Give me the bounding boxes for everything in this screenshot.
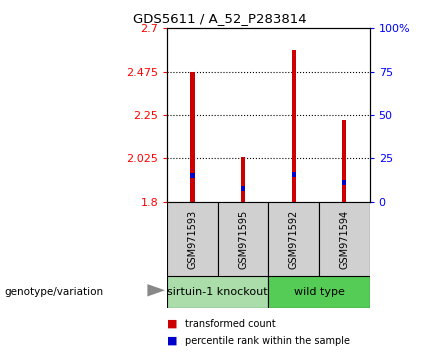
FancyBboxPatch shape: [167, 276, 268, 308]
FancyBboxPatch shape: [268, 276, 370, 308]
Text: GDS5611 / A_52_P283814: GDS5611 / A_52_P283814: [133, 12, 307, 25]
Bar: [292, 172, 296, 177]
Text: wild type: wild type: [293, 287, 345, 297]
Text: ■: ■: [167, 319, 178, 329]
Polygon shape: [147, 284, 165, 297]
Bar: [191, 72, 194, 202]
Bar: [241, 186, 245, 191]
Text: GSM971595: GSM971595: [238, 209, 248, 269]
Text: GSM971594: GSM971594: [339, 209, 349, 269]
Text: percentile rank within the sample: percentile rank within the sample: [185, 336, 350, 346]
FancyBboxPatch shape: [167, 202, 218, 276]
Bar: [342, 120, 346, 202]
FancyBboxPatch shape: [268, 202, 319, 276]
Bar: [191, 173, 194, 178]
Text: genotype/variation: genotype/variation: [4, 287, 103, 297]
Bar: [241, 158, 245, 202]
Text: GSM971593: GSM971593: [187, 209, 198, 269]
Text: transformed count: transformed count: [185, 319, 275, 329]
FancyBboxPatch shape: [319, 202, 370, 276]
FancyBboxPatch shape: [218, 202, 268, 276]
Bar: [342, 180, 346, 185]
Text: sirtuin-1 knockout: sirtuin-1 knockout: [168, 287, 268, 297]
Text: ■: ■: [167, 336, 178, 346]
Text: GSM971592: GSM971592: [289, 209, 299, 269]
Bar: [292, 51, 296, 202]
